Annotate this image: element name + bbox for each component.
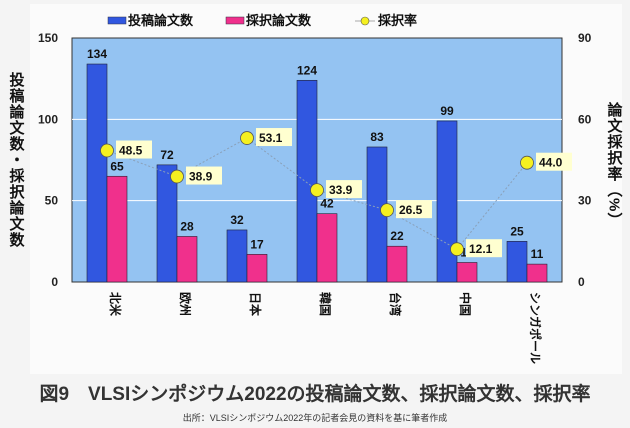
y-axis-title: 投稿論文数・採択論文数 xyxy=(8,71,25,248)
rate-label-box xyxy=(466,239,502,258)
bar-value-label: 83 xyxy=(370,130,384,144)
bar-submitted xyxy=(296,79,318,283)
chart-source: 出所：VLSIシンポジウム2022年の記者会見の資料を基に筆者作成 xyxy=(183,412,448,423)
rate-point xyxy=(240,131,254,145)
bar-accepted xyxy=(386,245,408,283)
y-tick-label: 0 xyxy=(51,275,58,289)
bar-accepted xyxy=(456,262,478,283)
legend-marker xyxy=(360,16,370,26)
legend-label: 採択論文数 xyxy=(246,13,312,28)
legend-label: 採択率 xyxy=(378,13,417,28)
bar-submitted xyxy=(86,63,108,283)
rate-label-box xyxy=(186,166,222,185)
rate-value-label: 33.9 xyxy=(329,183,353,197)
bar-submitted xyxy=(226,229,248,283)
rate-label-box xyxy=(256,128,292,147)
bar-submitted xyxy=(156,164,178,283)
legend-swatch xyxy=(107,16,127,25)
bar-value-label: 65 xyxy=(110,159,124,173)
y2-tick-label: 90 xyxy=(578,31,592,45)
bar-accepted xyxy=(246,254,268,283)
bar-value-label: 134 xyxy=(87,47,107,61)
bar-value-label: 22 xyxy=(390,229,404,243)
bar-value-label: 124 xyxy=(297,63,317,77)
bar-value-label: 42 xyxy=(320,197,334,211)
rate-label-box xyxy=(536,152,572,171)
rate-value-label: 48.5 xyxy=(119,144,143,158)
bar-value-label: 99 xyxy=(440,104,454,118)
bar-submitted xyxy=(506,241,528,283)
x-tick-label: 韓国 xyxy=(318,292,333,316)
rate-value-label: 53.1 xyxy=(259,131,283,145)
bar-accepted xyxy=(316,213,338,283)
rate-point xyxy=(450,242,464,257)
bar-accepted xyxy=(106,175,128,283)
y2-tick-label: 0 xyxy=(578,275,585,289)
bar-value-label: 11 xyxy=(531,247,544,261)
x-tick-label: 北米 xyxy=(108,292,123,317)
bar-value-label: 28 xyxy=(180,219,194,233)
bar-value-label: 17 xyxy=(250,237,264,251)
rate-label-box xyxy=(396,200,432,219)
bar-submitted xyxy=(436,120,458,283)
y2-axis-title: 論文採択率（%） xyxy=(606,101,624,228)
legend-swatch xyxy=(225,16,245,25)
rate-label-box xyxy=(116,140,152,159)
y-tick-label: 100 xyxy=(38,112,58,126)
rate-value-label: 44.0 xyxy=(539,156,563,170)
bar-accepted xyxy=(176,236,198,283)
y-tick-label: 150 xyxy=(38,31,58,45)
x-tick-label: シンガポール xyxy=(528,292,543,364)
rate-point xyxy=(170,169,184,184)
bar-accepted xyxy=(526,263,548,283)
y2-tick-label: 30 xyxy=(578,194,592,208)
rate-point xyxy=(310,183,324,197)
rate-value-label: 12.1 xyxy=(469,242,493,256)
rate-label-box xyxy=(326,180,362,199)
x-tick-label: 台湾 xyxy=(388,292,403,316)
rate-point xyxy=(520,155,534,170)
rate-value-label: 38.9 xyxy=(189,170,213,184)
x-tick-label: 日本 xyxy=(248,292,263,316)
chart-title: 図9 VLSIシンポジウム2022の投稿論文数、採択論文数、採択率 xyxy=(39,382,590,405)
bar-value-label: 72 xyxy=(160,148,174,162)
y-tick-label: 50 xyxy=(45,194,59,208)
bar-value-label: 32 xyxy=(230,213,244,227)
x-tick-label: 中国 xyxy=(458,292,473,316)
rate-point xyxy=(380,203,394,218)
rate-value-label: 26.5 xyxy=(399,203,423,217)
y2-tick-label: 60 xyxy=(578,112,592,126)
bar-value-label: 25 xyxy=(510,224,524,238)
rate-point xyxy=(100,143,114,158)
legend-label: 投稿論文数 xyxy=(128,13,194,28)
x-tick-label: 欧州 xyxy=(178,292,193,316)
